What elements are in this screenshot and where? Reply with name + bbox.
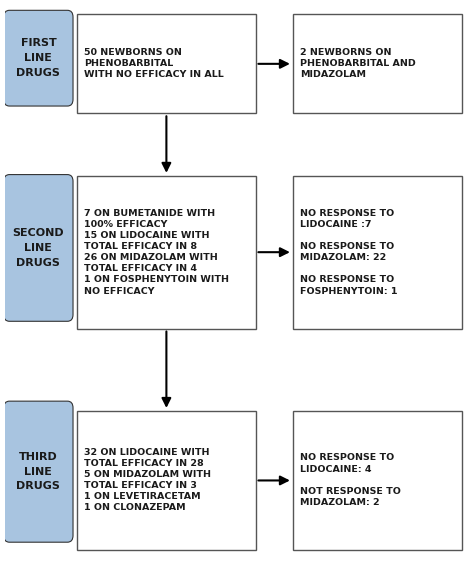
- Text: NO RESPONSE TO
LIDOCAINE: 4

NOT RESPONSE TO
MIDAZOLAM: 2: NO RESPONSE TO LIDOCAINE: 4 NOT RESPONSE…: [300, 454, 401, 507]
- FancyBboxPatch shape: [293, 176, 462, 329]
- FancyBboxPatch shape: [4, 401, 73, 542]
- FancyBboxPatch shape: [4, 10, 73, 106]
- Text: 7 ON BUMETANIDE WITH
100% EFFICACY
15 ON LIDOCAINE WITH
TOTAL EFFICACY IN 8
26 O: 7 ON BUMETANIDE WITH 100% EFFICACY 15 ON…: [84, 209, 229, 295]
- Text: 2 NEWBORNS ON
PHENOBARBITAL AND
MIDAZOLAM: 2 NEWBORNS ON PHENOBARBITAL AND MIDAZOLA…: [300, 48, 416, 79]
- FancyBboxPatch shape: [77, 176, 255, 329]
- FancyBboxPatch shape: [293, 411, 462, 550]
- Text: SECOND
LINE
DRUGS: SECOND LINE DRUGS: [13, 228, 64, 268]
- FancyBboxPatch shape: [293, 14, 462, 113]
- FancyBboxPatch shape: [77, 14, 255, 113]
- Text: 50 NEWBORNS ON
PHENOBARBITAL
WITH NO EFFICACY IN ALL: 50 NEWBORNS ON PHENOBARBITAL WITH NO EFF…: [84, 48, 224, 79]
- Text: 32 ON LIDOCAINE WITH
TOTAL EFFICACY IN 28
5 ON MIDAZOLAM WITH
TOTAL EFFICACY IN : 32 ON LIDOCAINE WITH TOTAL EFFICACY IN 2…: [84, 448, 211, 513]
- Text: THIRD
LINE
DRUGS: THIRD LINE DRUGS: [17, 452, 60, 491]
- FancyBboxPatch shape: [4, 175, 73, 321]
- Text: NO RESPONSE TO
LIDOCAINE :7

NO RESPONSE TO
MIDAZOLAM: 22

NO RESPONSE TO
FOSPHE: NO RESPONSE TO LIDOCAINE :7 NO RESPONSE …: [300, 209, 398, 295]
- FancyBboxPatch shape: [77, 411, 255, 550]
- Text: FIRST
LINE
DRUGS: FIRST LINE DRUGS: [17, 38, 60, 78]
